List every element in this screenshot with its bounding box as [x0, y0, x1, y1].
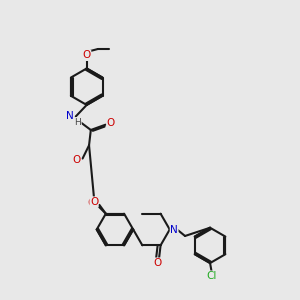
Text: N: N — [66, 111, 74, 121]
Text: O: O — [107, 118, 115, 128]
Text: O: O — [82, 50, 91, 61]
Text: O: O — [154, 258, 162, 268]
Text: O: O — [88, 197, 96, 208]
Text: N: N — [170, 225, 178, 235]
Text: O: O — [90, 197, 98, 207]
Text: H: H — [74, 118, 81, 127]
Text: Cl: Cl — [206, 271, 217, 281]
Text: O: O — [73, 155, 81, 165]
